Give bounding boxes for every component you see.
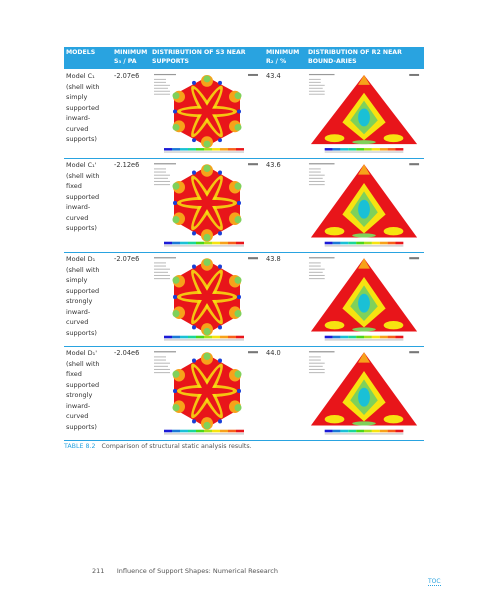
model-cell: Model C₁' (shell with fixed supported in… — [66, 161, 100, 232]
caption: TABLE 8.2 Comparison of structural stati… — [64, 443, 252, 450]
stress-plot — [152, 71, 262, 154]
stress-plot — [152, 160, 262, 248]
column-header: MINIMUM R₂ / % — [264, 47, 306, 68]
row-divider — [64, 346, 424, 347]
row-divider — [64, 252, 424, 253]
row-divider — [64, 440, 424, 441]
column-header: MINIMUM S₃ / PA — [112, 47, 150, 68]
ratio-cell: 44.0 — [266, 349, 281, 357]
column-header: MODELS — [64, 47, 112, 60]
stress-cell: -2.07e6 — [114, 72, 140, 80]
ratio-figure — [307, 254, 423, 342]
page-number: 211 — [92, 567, 105, 575]
model-cell: Model D₁' (shell with fixed supported st… — [66, 349, 100, 431]
ratio-figure — [307, 71, 423, 154]
caption-text: Comparison of structural static analysis… — [101, 443, 252, 450]
ratio-figure — [307, 160, 423, 248]
ratio-figure — [307, 348, 423, 436]
stress-figure — [152, 348, 262, 436]
ratio-plot — [307, 348, 423, 436]
toc-link[interactable]: TOC — [428, 578, 441, 586]
caption-label: TABLE 8.2 — [64, 443, 96, 450]
stress-figure — [152, 254, 262, 342]
stress-cell: -2.04e6 — [114, 349, 140, 357]
row-divider — [64, 158, 424, 159]
footer: 211 Influence of Support Shapes: Numeric… — [92, 567, 278, 575]
ratio-plot — [307, 71, 423, 154]
column-header: DISTRIBUTION OF R2 NEAR BOUND-ARIES — [306, 47, 424, 68]
ratio-plot — [307, 254, 423, 342]
column-header: DISTRIBUTION OF S3 NEAR SUPPORTS — [150, 47, 264, 68]
ratio-cell: 43.8 — [266, 255, 281, 263]
stress-plot — [152, 348, 262, 436]
ratio-cell: 43.6 — [266, 161, 281, 169]
model-cell: Model D₁ (shell with simply supported st… — [66, 255, 100, 337]
stress-cell: -2.07e6 — [114, 255, 140, 263]
stress-plot — [152, 254, 262, 342]
ratio-cell: 43.4 — [266, 72, 281, 80]
running-title: Influence of Support Shapes: Numerical R… — [116, 567, 278, 575]
stress-figure — [152, 160, 262, 248]
stress-figure — [152, 71, 262, 154]
ratio-plot — [307, 160, 423, 248]
stress-cell: -2.12e6 — [114, 161, 140, 169]
model-cell: Model C₁ (shell with simply supported in… — [66, 72, 100, 143]
